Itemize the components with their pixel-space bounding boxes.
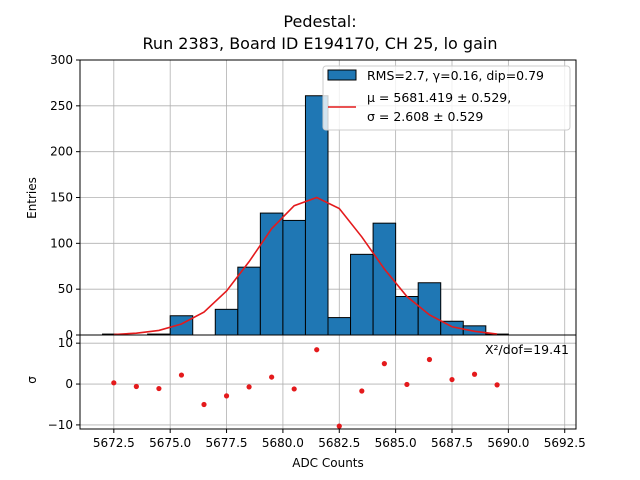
main-y-tick-label: 200 bbox=[50, 145, 73, 159]
x-tick-label: 5690.0 bbox=[487, 436, 529, 450]
residual-point bbox=[449, 376, 455, 383]
x-tick-label: 5677.5 bbox=[206, 436, 248, 450]
chart-title-line1: Pedestal: bbox=[283, 12, 356, 31]
residual-point bbox=[291, 386, 297, 392]
chart-title-line2: Run 2383, Board ID E194170, CH 25, lo ga… bbox=[143, 34, 498, 53]
legend-fit-label-line2: σ = 2.608 ± 0.529 bbox=[367, 109, 483, 124]
residual-point bbox=[201, 401, 207, 408]
main-y-tick-label: 150 bbox=[50, 191, 73, 205]
legend-box bbox=[322, 65, 571, 131]
main-y-tick-label: 0 bbox=[65, 328, 73, 342]
gaussian-fit-layer bbox=[113, 196, 498, 336]
residual-y-tick-label: 0 bbox=[65, 377, 73, 391]
residual-y-axis-label: σ bbox=[25, 376, 39, 384]
x-axis-label: ADC Counts bbox=[292, 456, 364, 470]
residual-point bbox=[381, 361, 387, 367]
x-tick-label: 5692.5 bbox=[544, 436, 586, 450]
main-y-tick-label: 100 bbox=[50, 236, 73, 250]
x-tick-label: 5680.0 bbox=[262, 436, 304, 450]
main-y-tick-label: 300 bbox=[50, 53, 73, 67]
histogram-bar bbox=[169, 315, 194, 336]
residual-y-axis-ticks: −10 0 10 bbox=[48, 336, 80, 432]
legend-fit-label-line1: μ = 5681.419 ± 0.529, bbox=[367, 90, 511, 105]
residual-points bbox=[111, 347, 500, 429]
residual-y-tick-label: −10 bbox=[48, 418, 73, 432]
x-tick-label: 5672.5 bbox=[93, 436, 135, 450]
legend: RMS=2.7, γ=0.16, dip=0.79 μ = 5681.419 ±… bbox=[322, 65, 571, 131]
residual-grid bbox=[80, 335, 576, 429]
residual-axes-frame bbox=[79, 334, 577, 430]
histogram-bar bbox=[282, 219, 306, 336]
residual-point bbox=[133, 383, 139, 390]
residual-point bbox=[156, 385, 162, 392]
residual-point bbox=[178, 372, 185, 378]
residual-point bbox=[471, 371, 478, 377]
x-axis-ticks: 5672.5 5675.0 5677.5 5680.0 5682.5 5685.0 5687… bbox=[93, 429, 586, 450]
main-y-tick-label: 50 bbox=[58, 282, 73, 296]
residual-point bbox=[314, 347, 320, 353]
histogram-bar bbox=[214, 308, 239, 336]
main-y-axis-ticks: 0 50 100 150 200 250 300 bbox=[50, 53, 80, 342]
gaussian-fit-line bbox=[113, 196, 498, 336]
histogram-bar bbox=[327, 317, 352, 336]
x-tick-label: 5685.0 bbox=[375, 436, 417, 450]
residual-point bbox=[223, 393, 230, 399]
histogram-bar bbox=[304, 95, 329, 336]
histogram-bars bbox=[102, 95, 509, 336]
residual-point bbox=[359, 388, 365, 394]
x-tick-label: 5675.0 bbox=[149, 436, 191, 450]
main-y-tick-label: 250 bbox=[50, 99, 73, 113]
residual-point bbox=[404, 381, 410, 388]
histogram-bar bbox=[259, 212, 284, 336]
residual-point bbox=[111, 380, 117, 386]
residual-point bbox=[426, 356, 433, 363]
residual-point bbox=[336, 423, 342, 429]
main-y-axis-label: Entries bbox=[25, 177, 39, 219]
legend-histogram-label: RMS=2.7, γ=0.16, dip=0.79 bbox=[367, 68, 544, 83]
residual-y-tick-label: 10 bbox=[58, 336, 73, 350]
chi2-per-dof-label: X²/dof=19.41 bbox=[485, 342, 569, 357]
histogram-bar bbox=[237, 266, 261, 336]
residual-point bbox=[494, 382, 500, 388]
legend-histogram-swatch bbox=[327, 69, 357, 81]
x-tick-label: 5682.5 bbox=[318, 436, 360, 450]
histogram-bar bbox=[350, 253, 374, 336]
residual-point bbox=[269, 374, 275, 380]
residual-point bbox=[246, 384, 252, 390]
x-tick-label: 5687.5 bbox=[431, 436, 473, 450]
